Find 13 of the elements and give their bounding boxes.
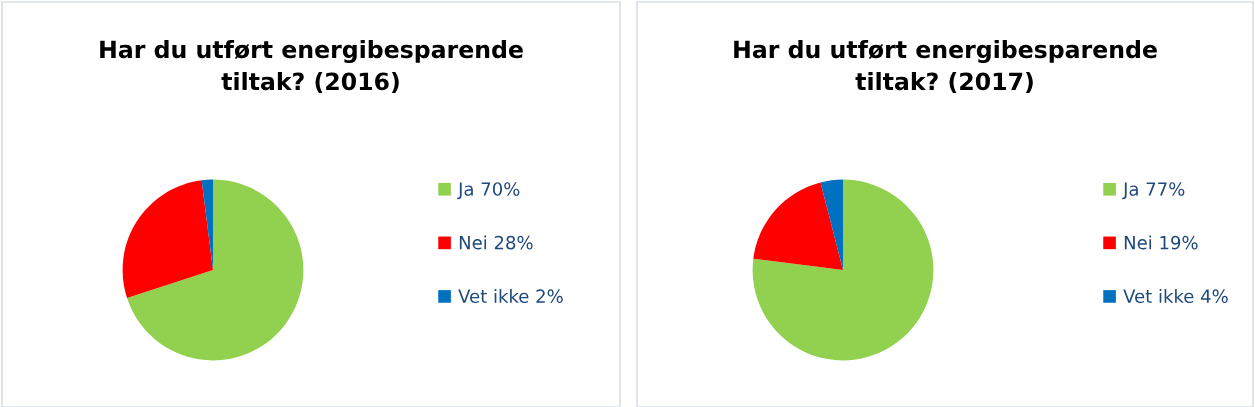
- legend-label: Nei 19%: [1124, 235, 1198, 250]
- legend-label: Vet ikke 2%: [458, 289, 563, 304]
- legend-label: Vet ikke 4%: [1123, 289, 1228, 304]
- legend-label: Nei 28%: [459, 235, 533, 250]
- pie-slice: [122, 180, 213, 298]
- legend-label: Ja 77%: [1122, 182, 1185, 200]
- pie-slice: [820, 179, 843, 270]
- pie-slice: [752, 179, 934, 361]
- legend-label: Ja 70%: [457, 182, 520, 200]
- chart-title: Har du utført energibesparende tiltak? (2016): [100, 40, 523, 94]
- pie-slice: [753, 182, 843, 270]
- chart-title: Har du utført energibesparende tiltak? (2017): [734, 40, 1157, 94]
- pie-slice: [127, 179, 304, 361]
